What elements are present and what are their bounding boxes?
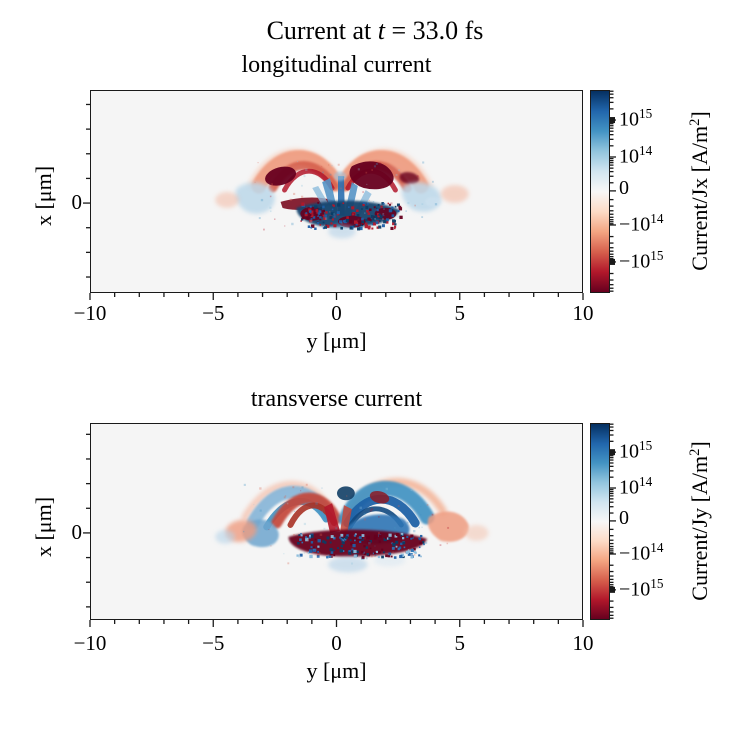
field-shape: [440, 185, 469, 203]
colorbar-tick-label: 1015: [619, 106, 653, 131]
colorbar-label-jy: Current/Jy [A/m2]: [687, 441, 713, 600]
y-tick-label: 0: [71, 190, 83, 215]
x-tick-label: −10: [73, 631, 107, 655]
subplot-title-transverse: transverse current: [250, 386, 423, 412]
x-tick-label: −5: [202, 301, 225, 325]
colorbar-ticks-jy: [610, 423, 616, 619]
field-shape: [265, 166, 297, 186]
x-axis-label: y [μm]: [306, 328, 367, 353]
subplot-title-longitudinal: longitudinal current: [241, 52, 432, 78]
colorbar-tick-label: 0: [619, 506, 629, 529]
field-shape: [328, 556, 368, 573]
colorbar-tick-label: 0: [619, 176, 629, 199]
field-speckles: [296, 532, 425, 560]
figure-title: Current at t = 33.0 fs: [0, 16, 750, 46]
x-tick-label: 5: [454, 631, 466, 655]
field-shape: [427, 511, 469, 542]
plot-area-transverse: [90, 423, 583, 620]
colorbar-tick-label: −1015: [619, 247, 664, 273]
field-shape: [288, 529, 428, 557]
x-tick-label: −10: [73, 301, 107, 325]
field-shape: [324, 503, 340, 533]
field-shape: [334, 171, 346, 182]
field-shape: [369, 490, 390, 504]
heatmap-field-jy: [215, 477, 489, 573]
colorbar-jy: [590, 423, 610, 620]
y-axis-label: x [μm]: [31, 165, 56, 227]
x-tick-label: 0: [331, 631, 342, 655]
colorbar-label-jx: Current/Jx [A/m2]: [687, 111, 713, 270]
colorbar-label-text: Current/Jx [A/m: [687, 125, 712, 271]
colorbar-label-close: ]: [687, 441, 712, 449]
x-axis-label: y [μm]: [306, 658, 367, 683]
plot-area-longitudinal: [90, 90, 583, 293]
field-shape: [399, 172, 420, 185]
colorbar-label-text: Current/Jy [A/m: [687, 455, 712, 601]
colorbar-tick-marks: [610, 90, 616, 292]
field-shape: [349, 161, 394, 190]
colorbar-tick-label: 1015: [619, 438, 653, 463]
field-speckles: [242, 483, 450, 565]
field-speckles: [300, 201, 403, 231]
colorbar-tick-label: −1014: [619, 540, 664, 565]
field-shape: [464, 524, 489, 541]
colorbar-tick-label: 1014: [619, 142, 653, 168]
colorbar-tick-marks: [610, 423, 616, 619]
x-tick-label: 10: [572, 301, 594, 325]
colorbar-label-close: ]: [687, 111, 712, 119]
figure-title-variable: t: [377, 16, 385, 45]
colorbar-label-sup: 2: [687, 118, 704, 126]
colorbar-tick-label: −1014: [619, 210, 664, 236]
field-speckles: [254, 160, 438, 231]
field-shape: [215, 191, 239, 208]
field-shape: [235, 182, 275, 214]
heatmap-field-jx: [215, 148, 469, 239]
field-shape: [328, 224, 356, 239]
figure-title-suffix: = 33.0 fs: [384, 16, 484, 45]
x-tick-label: 10: [572, 631, 594, 655]
colorbar-tick-label: −1015: [619, 575, 664, 601]
colorbar-ticks-jx: [610, 90, 616, 292]
x-tick-label: 0: [331, 301, 342, 325]
y-axis-label: x [μm]: [31, 496, 56, 558]
figure-title-prefix: Current at: [266, 16, 378, 45]
field-shape: [336, 486, 355, 501]
x-tick-label: 5: [454, 301, 466, 325]
field-shape: [338, 480, 435, 527]
colorbar-tick-label: 1014: [619, 474, 653, 499]
colorbar-label-sup: 2: [687, 448, 704, 456]
field-shape: [215, 529, 236, 544]
field-shape: [425, 196, 441, 207]
x-tick-label: −5: [202, 631, 225, 655]
y-tick-label: 0: [71, 519, 83, 544]
field-shape: [296, 200, 400, 228]
field-shape: [339, 505, 352, 535]
colorbar-jx: [590, 90, 610, 293]
